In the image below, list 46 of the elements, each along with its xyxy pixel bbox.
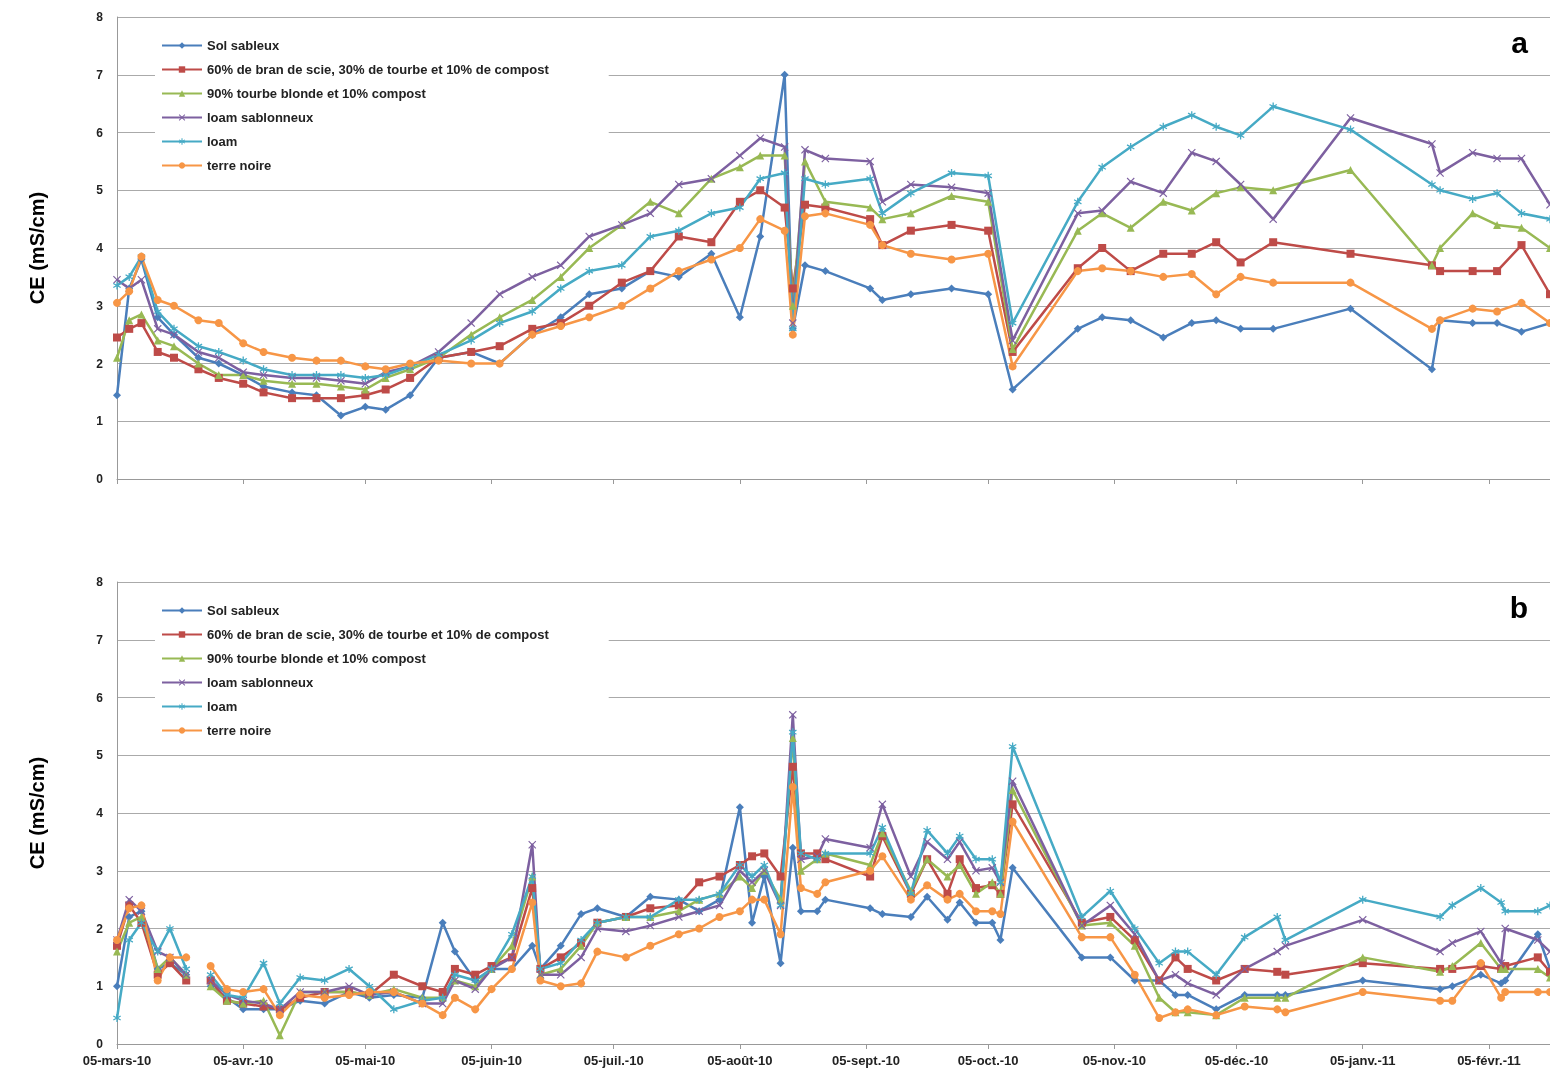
x-tick-label: 05-mars-10	[82, 1053, 152, 1068]
y-tick-label: 6	[96, 690, 104, 705]
legend-label: 60% de bran de scie, 30% de tourbe et 10% de compost	[207, 62, 550, 77]
y-tick-label: 6	[96, 125, 104, 140]
y-tick-label: 8	[96, 575, 104, 589]
y-tick-label: 8	[96, 10, 104, 24]
y-tick-label: 2	[96, 356, 104, 371]
y-tick-label: 3	[96, 298, 104, 313]
legend-label: 90% tourbe blonde et 10% compost	[207, 651, 427, 666]
x-tick-label: 05-déc.-10	[1204, 1053, 1269, 1068]
legend-label: loam	[207, 699, 238, 714]
y-tick-label: 7	[96, 632, 104, 647]
legend-label: loam sablonneux	[207, 110, 314, 125]
y-tick-label: 7	[96, 67, 104, 82]
y-axis-title: CE (mS/cm)	[26, 756, 48, 870]
legend-label: loam sablonneux	[207, 675, 314, 690]
annotation: b	[1509, 590, 1528, 624]
x-tick-label: 05-janv.-11	[1329, 1053, 1396, 1068]
x-tick-label: 05-sept.-10	[832, 1053, 901, 1068]
x-tick-label: 05-oct.-10	[957, 1053, 1019, 1068]
x-tick-label: 05-avr.-10	[213, 1053, 274, 1068]
y-tick-label: 2	[96, 921, 104, 936]
x-tick-label: 05-juin-10	[461, 1053, 522, 1068]
y-tick-label: 0	[96, 1037, 104, 1051]
y-tick-label: 5	[96, 748, 104, 763]
x-tick-label: 05-févr.-11	[1457, 1053, 1521, 1068]
x-tick-label: 05-mai-10	[335, 1053, 396, 1068]
y-tick-label: 0	[96, 472, 104, 486]
x-tick-label: 05-nov.-10	[1082, 1053, 1147, 1068]
y-tick-label: 1	[96, 979, 104, 994]
legend-label: Sol sableux	[207, 38, 281, 53]
legend-label: 60% de bran de scie, 30% de tourbe et 10% de compost	[207, 627, 550, 642]
legend-label: loam	[207, 134, 238, 149]
legend-label: 90% tourbe blonde et 10% compost	[207, 86, 427, 101]
y-axis-title: CE (mS/cm)	[26, 191, 48, 305]
annotation: a	[1511, 25, 1529, 59]
legend-label: terre noire	[207, 723, 272, 738]
x-tick-label: 05-août-10	[707, 1053, 773, 1068]
y-tick-label: 5	[96, 183, 104, 198]
legend-label: Sol sableux	[207, 603, 281, 618]
y-tick-label: 3	[96, 863, 104, 878]
y-tick-label: 4	[96, 806, 104, 820]
y-tick-label: 1	[96, 414, 104, 429]
y-tick-label: 4	[96, 241, 104, 255]
legend-label: terre noire	[207, 158, 272, 173]
x-tick-label: 05-juil.-10	[583, 1053, 644, 1068]
